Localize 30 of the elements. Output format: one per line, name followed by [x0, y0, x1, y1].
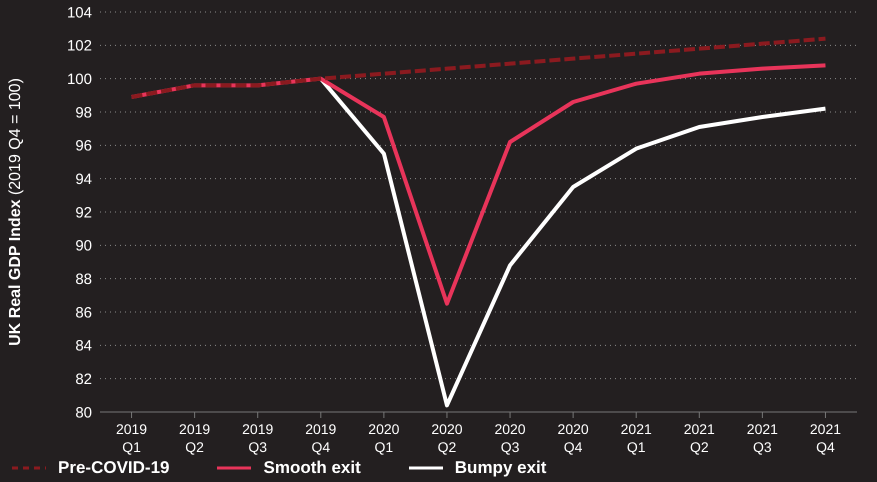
- y-tick-label: 94: [75, 170, 92, 188]
- x-tick-label: 2019 Q2: [179, 421, 210, 455]
- y-tick-label: 90: [75, 238, 92, 255]
- x-tick-label: 2021 Q2: [684, 421, 716, 455]
- y-tick-label: 88: [75, 270, 92, 288]
- y-tick-label: 80: [75, 404, 92, 422]
- x-tick-label: 2020 Q1: [368, 421, 400, 455]
- legend-label: Smooth exit: [263, 458, 361, 478]
- y-axis-title: UK Real GDP Index (2019 Q4 = 100): [7, 78, 24, 346]
- y-tick-label: 104: [66, 4, 92, 22]
- x-tick-label: 2020 Q3: [494, 421, 526, 455]
- x-tick-label: 2019 Q3: [242, 421, 274, 455]
- y-tick-label: 100: [66, 70, 92, 88]
- x-tick-label: 2021 Q4: [810, 421, 842, 455]
- y-tick-label: 82: [75, 370, 92, 388]
- x-tick-label: 2021 Q3: [746, 421, 778, 455]
- y-tick-label: 102: [66, 38, 92, 55]
- x-tick-label: 2021 Q1: [620, 421, 652, 455]
- y-tick-label: 84: [75, 338, 92, 355]
- legend-label: Pre-COVID-19: [58, 458, 170, 478]
- y-tick-label: 92: [75, 204, 92, 222]
- line-series: [130, 36, 828, 99]
- y-tick-label: 86: [75, 304, 92, 322]
- x-tick-label: 2020 Q4: [558, 421, 589, 455]
- x-tick-label: 2019 Q4: [305, 421, 337, 455]
- legend-label: Bumpy exit: [454, 458, 546, 478]
- x-tick-label: 2020 Q2: [431, 421, 463, 455]
- y-tick-label: 96: [75, 138, 92, 155]
- y-tick-label: 98: [75, 104, 92, 122]
- x-tick-label: 2019 Q1: [116, 421, 148, 455]
